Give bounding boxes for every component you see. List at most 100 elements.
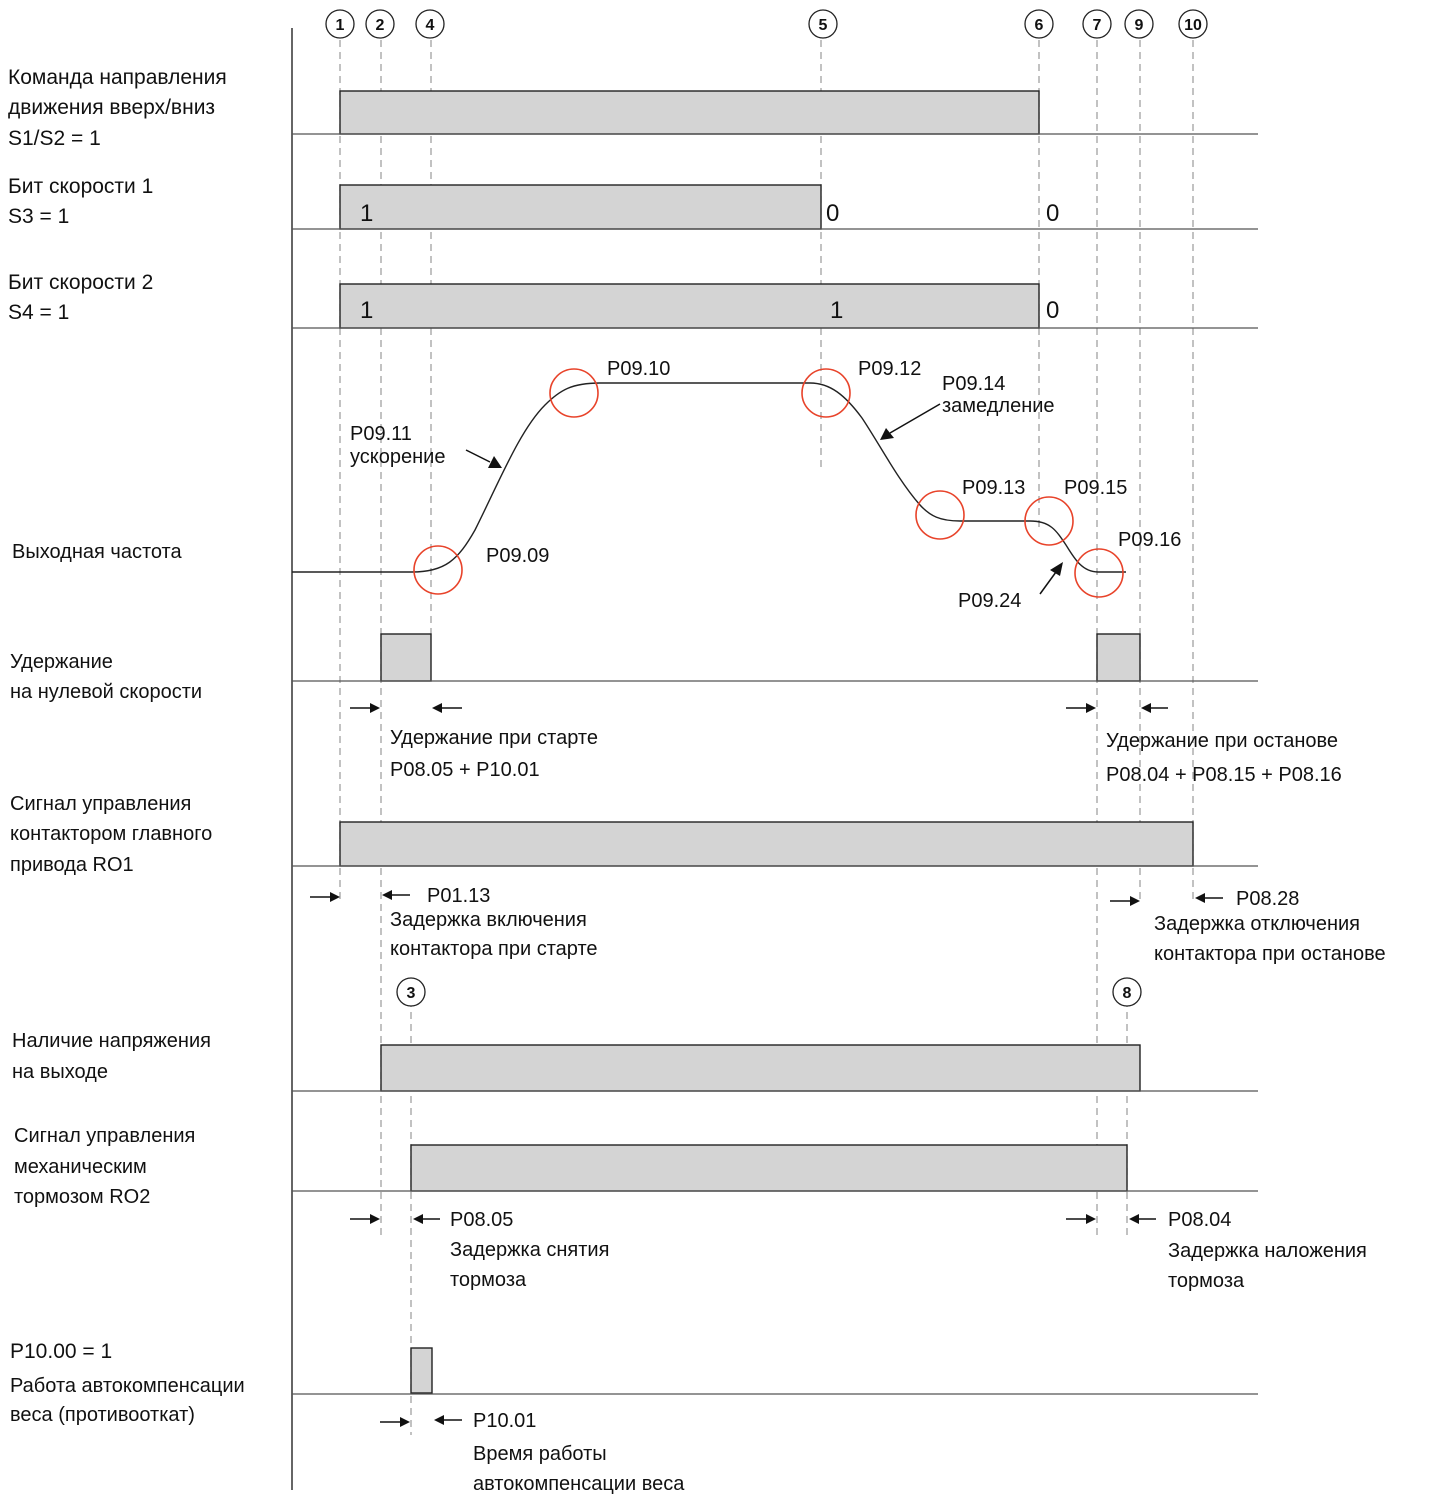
signal-output-voltage: Наличие напряжения на выходе [12, 1030, 1258, 1092]
highlight-p0916 [1074, 548, 1124, 598]
p0804-desc-2: тормоза [1168, 1270, 1245, 1292]
zero-hold-pulse-stop [1096, 633, 1141, 682]
speed1-label-2: S3 = 1 [8, 205, 69, 228]
voltage-label-1: Наличие напряжения [12, 1030, 211, 1052]
speed2-label-1: Бит скорости 2 [8, 271, 153, 294]
marker-10-label: 10 [1184, 17, 1202, 34]
interval-arrows-p0804 [1066, 1214, 1156, 1224]
dir-cmd-label-3: S1/S2 = 1 [8, 127, 101, 150]
highlight-p0912 [801, 368, 851, 418]
speed1-bit-off-2: 0 [1046, 200, 1059, 227]
label-deceleration: замедление [942, 395, 1055, 417]
label-p0914: P09.14 [942, 373, 1005, 395]
marker-3-label: 3 [407, 985, 416, 1002]
ro2-label-3: тормозом RO2 [14, 1186, 150, 1208]
speed2-bit-on-1: 1 [360, 297, 373, 324]
autocomp-pulse [410, 1347, 433, 1394]
dir-cmd-label-2: движения вверх/вниз [8, 96, 215, 119]
marker-5 [808, 9, 838, 39]
autocomp-label-3: веса (противооткат) [10, 1404, 195, 1426]
label-p0909: P09.09 [486, 545, 549, 567]
start-hold-params: P08.05 + P10.01 [390, 759, 540, 781]
p1001-code: P10.01 [473, 1410, 536, 1432]
label-p0912: P09.12 [858, 358, 921, 380]
speed1-pulse [339, 184, 822, 230]
interval-arrows-p0805 [350, 1214, 440, 1224]
stop-hold-params: P08.04 + P08.15 + P08.16 [1106, 764, 1342, 786]
p0804-desc-1: Задержка наложения [1168, 1240, 1367, 1262]
signal-ro1-contactor: Сигнал управления контактором главного п… [10, 793, 1386, 965]
marker-1 [325, 9, 355, 39]
marker-2-label: 2 [376, 17, 385, 34]
frequency-curve [292, 382, 1126, 573]
marker-6-label: 6 [1035, 17, 1044, 34]
p0113-desc-2: контактора при старте [390, 938, 598, 960]
ro1-pulse [339, 821, 1194, 867]
interval-arrows-p0113 [310, 890, 410, 902]
signal-direction-command: Команда направления движения вверх/вниз … [8, 66, 1258, 150]
pointer-deceleration [880, 403, 941, 440]
p1001-desc-2: автокомпенсации веса [473, 1473, 685, 1495]
label-p0915: P09.15 [1064, 477, 1127, 499]
speed2-pulse [339, 283, 1040, 329]
dir-cmd-pulse [339, 90, 1040, 135]
zero-hold-pulse-start [380, 633, 432, 682]
signal-speed-bit-2: Бит скорости 2 S4 = 1 1 1 0 [8, 271, 1258, 329]
marker-4-label: 4 [426, 17, 435, 34]
marker-3 [396, 977, 426, 1007]
marker-10 [1178, 9, 1208, 39]
ro2-label-2: механическим [14, 1156, 147, 1178]
speed1-bit-on: 1 [360, 200, 373, 227]
marker-1-label: 1 [336, 17, 345, 34]
event-markers: 1 2 4 5 6 7 9 10 3 8 [325, 9, 1208, 1007]
ro2-label-1: Сигнал управления [14, 1125, 195, 1147]
label-acceleration: ускорение [350, 446, 445, 468]
ro1-label-3: привода RO1 [10, 854, 134, 876]
label-p0913: P09.13 [962, 477, 1025, 499]
p0828-desc-2: контактора при останове [1154, 943, 1386, 965]
highlight-p0913 [915, 490, 965, 540]
p0113-code: P01.13 [427, 885, 490, 907]
pointer-p0924 [1039, 562, 1063, 595]
interval-arrows-start-hold [350, 703, 462, 713]
p0805-desc-1: Задержка снятия [450, 1239, 609, 1261]
marker-8 [1112, 977, 1142, 1007]
pointer-acceleration [465, 449, 502, 468]
speed2-bit-on-2: 1 [830, 297, 843, 324]
stop-hold-title: Удержание при останове [1106, 730, 1338, 752]
signal-ro2-brake: Сигнал управления механическим тормозом … [14, 1125, 1367, 1292]
signal-zero-speed-hold: Удержание на нулевой скорости Удержание … [10, 633, 1342, 786]
marker-9-label: 9 [1135, 17, 1144, 34]
interval-arrows-stop-hold [1066, 703, 1168, 713]
p0805-code: P08.05 [450, 1209, 513, 1231]
label-p0911: P09.11 [350, 423, 412, 445]
ro1-label-2: контактором главного [10, 823, 212, 845]
highlight-p0909 [413, 545, 463, 595]
p1001-desc-1: Время работы [473, 1443, 607, 1465]
speed1-bit-off-1: 0 [826, 200, 839, 227]
marker-7-label: 7 [1093, 17, 1102, 34]
marker-5-label: 5 [819, 17, 828, 34]
freq-label: Выходная частота [12, 541, 182, 563]
autocomp-label-2: Работа автокомпенсации [10, 1375, 245, 1397]
signal-output-frequency: Выходная частота P09.09 P09.10 P09.11 ус… [12, 358, 1181, 612]
signal-auto-compensation: P10.00 = 1 Работа автокомпенсации веса (… [10, 1340, 1258, 1495]
p0113-desc-1: Задержка включения [390, 909, 587, 931]
interval-arrows-p0828 [1110, 893, 1223, 906]
p0828-code: P08.28 [1236, 888, 1299, 910]
marker-8-label: 8 [1123, 985, 1132, 1002]
marker-9 [1124, 9, 1154, 39]
label-p0924: P09.24 [958, 590, 1021, 612]
p0804-code: P08.04 [1168, 1209, 1231, 1231]
signal-speed-bit-1: Бит скорости 1 S3 = 1 1 0 0 [8, 175, 1258, 230]
label-p0916: P09.16 [1118, 529, 1181, 551]
marker-4 [415, 9, 445, 39]
speed2-bit-off: 0 [1046, 297, 1059, 324]
voltage-label-2: на выходе [12, 1061, 108, 1083]
highlight-p0915 [1024, 496, 1074, 546]
marker-2 [365, 9, 395, 39]
speed2-label-2: S4 = 1 [8, 301, 69, 324]
highlight-p0910 [549, 368, 599, 418]
marker-6 [1024, 9, 1054, 39]
